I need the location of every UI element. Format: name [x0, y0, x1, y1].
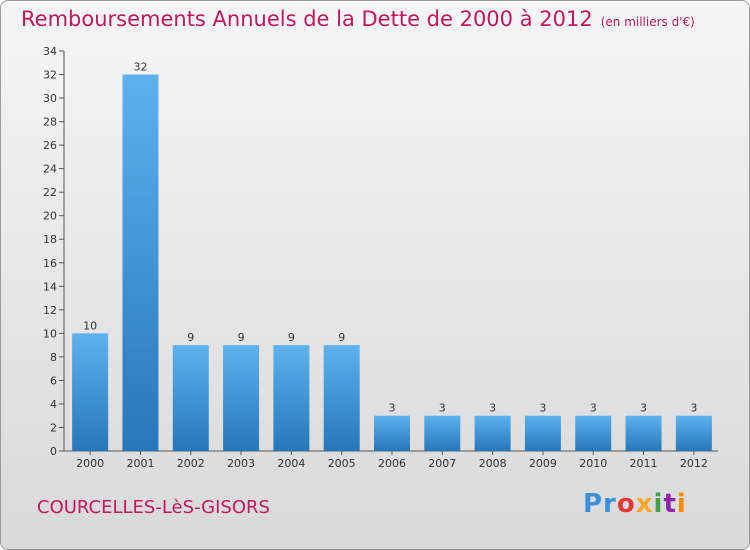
bar-value-label: 9: [187, 331, 194, 344]
x-tick-label: 2009: [529, 457, 557, 470]
chart-title-text: Remboursements Annuels de la Dette de 20…: [21, 7, 593, 31]
bar-2011: [625, 415, 662, 451]
y-tick-label: 0: [50, 445, 57, 458]
bar-value-label: 3: [590, 402, 597, 415]
bar-value-label: 3: [439, 402, 446, 415]
x-tick-label: 2008: [479, 457, 507, 470]
y-tick-label: 4: [50, 398, 57, 411]
bar-2002: [172, 345, 209, 451]
x-tick-label: 2007: [428, 457, 456, 470]
bar-2008: [474, 415, 511, 451]
x-tick-label: 2002: [177, 457, 205, 470]
x-tick-label: 2011: [630, 457, 658, 470]
logo-part: i: [653, 489, 664, 519]
x-tick-label: 2006: [378, 457, 406, 470]
bar-2001: [122, 74, 159, 451]
y-tick-label: 30: [43, 92, 57, 105]
x-tick-label: 2003: [227, 457, 255, 470]
commune-name: COURCELLES-LèS-GISORS: [37, 497, 270, 518]
y-tick-label: 32: [43, 69, 57, 82]
y-tick-label: 24: [43, 163, 57, 176]
bar-value-label: 9: [288, 331, 295, 344]
bar-2003: [223, 345, 260, 451]
bar-value-label: 3: [539, 402, 546, 415]
chart-title: Remboursements Annuels de la Dette de 20…: [21, 7, 695, 31]
bar-2007: [424, 415, 461, 451]
bar-value-label: 9: [238, 331, 245, 344]
y-tick-label: 14: [43, 280, 57, 293]
bar-2012: [675, 415, 712, 451]
x-tick-label: 2004: [277, 457, 305, 470]
x-tick-label: 2001: [126, 457, 154, 470]
y-tick-label: 6: [50, 374, 57, 387]
y-tick-label: 16: [43, 257, 57, 270]
bar-value-label: 32: [133, 61, 147, 74]
logo-part: o: [616, 489, 636, 519]
y-tick-label: 26: [43, 139, 57, 152]
logo-part: x: [635, 489, 654, 519]
bar-value-label: 9: [338, 331, 345, 344]
bar-2005: [323, 345, 360, 451]
bar-2009: [524, 415, 561, 451]
logo-part: i: [676, 489, 687, 519]
x-tick-label: 2000: [76, 457, 104, 470]
bar-2006: [374, 415, 410, 451]
x-tick-label: 2012: [680, 457, 708, 470]
bar-2010: [575, 415, 612, 451]
bar-2000: [72, 333, 109, 451]
y-tick-label: 2: [50, 421, 57, 434]
bar-2004: [273, 345, 310, 451]
bar-value-label: 10: [83, 319, 97, 332]
x-tick-label: 2005: [328, 457, 356, 470]
y-tick-label: 12: [43, 304, 57, 317]
bar-value-label: 3: [489, 402, 496, 415]
logo-part: t: [663, 489, 677, 519]
proxiti-logo: Proxiti: [583, 489, 687, 519]
chart-bars: 10 32 9 9 9 9 3 3 3 3 3 3 3: [72, 61, 712, 451]
y-tick-label: 18: [43, 233, 57, 246]
bar-value-label: 3: [690, 402, 697, 415]
y-tick-label: 20: [43, 210, 57, 223]
y-tick-label: 28: [43, 116, 57, 129]
y-tick-label: 34: [43, 45, 57, 58]
y-tick-label: 22: [43, 186, 57, 199]
bar-value-label: 3: [640, 402, 647, 415]
bar-value-label: 3: [389, 402, 396, 415]
y-tick-label: 8: [50, 351, 57, 364]
x-tick-label: 2010: [579, 457, 607, 470]
y-tick-label: 10: [43, 327, 57, 340]
logo-part: Pr: [583, 489, 617, 519]
chart-unit: (en milliers d'€): [600, 15, 695, 29]
